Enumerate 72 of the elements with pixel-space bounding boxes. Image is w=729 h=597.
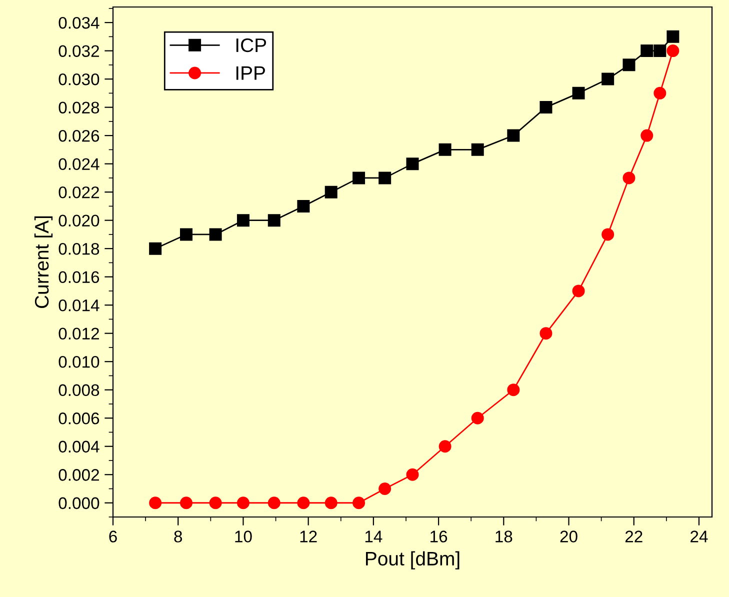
point — [654, 86, 666, 100]
point — [236, 214, 250, 227]
point — [540, 101, 552, 114]
point — [297, 200, 310, 212]
x-tick-label: 16 — [430, 530, 448, 542]
y-tick-label: 0.022 — [58, 186, 99, 198]
point — [180, 496, 192, 510]
x-tick-label: 18 — [496, 530, 512, 542]
y-tick-label: 0.008 — [58, 384, 100, 396]
y-tick-label: 0.004 — [58, 440, 100, 453]
point — [572, 86, 585, 100]
x-tick-label: 10 — [235, 530, 252, 542]
y-tick-label: 0.026 — [58, 130, 100, 142]
legend-label: IPP — [236, 66, 265, 80]
y-tick-label: 0.032 — [58, 45, 99, 57]
point — [507, 384, 520, 396]
point — [324, 186, 338, 198]
x-tick-label: 20 — [560, 530, 578, 542]
x-tick-label: 12 — [300, 530, 317, 542]
point — [666, 30, 680, 43]
y-tick-label: 0.024 — [58, 158, 100, 170]
x-axis-title: Pout [dBm] — [366, 551, 460, 570]
point — [640, 129, 654, 142]
point — [149, 242, 162, 255]
y-tick-label: 0.006 — [58, 412, 100, 424]
point — [209, 496, 222, 510]
y-tick-label: 0.014 — [58, 299, 100, 312]
point — [352, 172, 366, 184]
y-tick-label: 0.020 — [58, 214, 100, 227]
y-tick-label: 0.010 — [58, 356, 100, 368]
point — [540, 327, 552, 340]
point — [622, 58, 636, 72]
point — [438, 143, 452, 156]
point — [406, 158, 419, 170]
legend-label: ICP — [236, 38, 266, 52]
point — [180, 228, 192, 241]
point — [640, 44, 654, 58]
point — [602, 72, 614, 86]
point — [507, 129, 520, 142]
point — [602, 228, 614, 241]
point — [268, 496, 280, 510]
y-axis-title: Current [A] — [34, 216, 53, 308]
y-tick-label: 0.012 — [58, 328, 99, 340]
y-tick-label: 0.030 — [58, 73, 100, 86]
point — [654, 44, 666, 58]
x-tick-label: 24 — [690, 530, 708, 542]
x-tick-label: 6 — [109, 530, 117, 542]
point — [471, 143, 484, 156]
y-tick-label: 0.000 — [58, 497, 100, 510]
point — [438, 440, 452, 453]
point — [236, 496, 250, 510]
point — [572, 284, 585, 298]
y-tick-label: 0.018 — [58, 242, 100, 255]
x-tick-label: 8 — [174, 530, 182, 542]
point — [297, 496, 310, 510]
point — [378, 172, 392, 184]
point — [352, 496, 366, 510]
x-tick-label: 22 — [625, 530, 642, 542]
point — [666, 44, 680, 58]
point — [406, 468, 419, 481]
point — [324, 496, 338, 510]
x-tick-label: 14 — [365, 530, 382, 542]
point — [268, 214, 280, 227]
y-tick-label: 0.002 — [58, 469, 99, 481]
point — [471, 412, 484, 424]
y-tick-label: 0.016 — [58, 271, 100, 284]
point — [209, 228, 222, 241]
point — [378, 482, 392, 495]
y-tick-label: 0.028 — [58, 102, 100, 114]
point — [622, 172, 636, 184]
y-tick-label: 0.034 — [58, 16, 100, 29]
point — [149, 496, 162, 510]
